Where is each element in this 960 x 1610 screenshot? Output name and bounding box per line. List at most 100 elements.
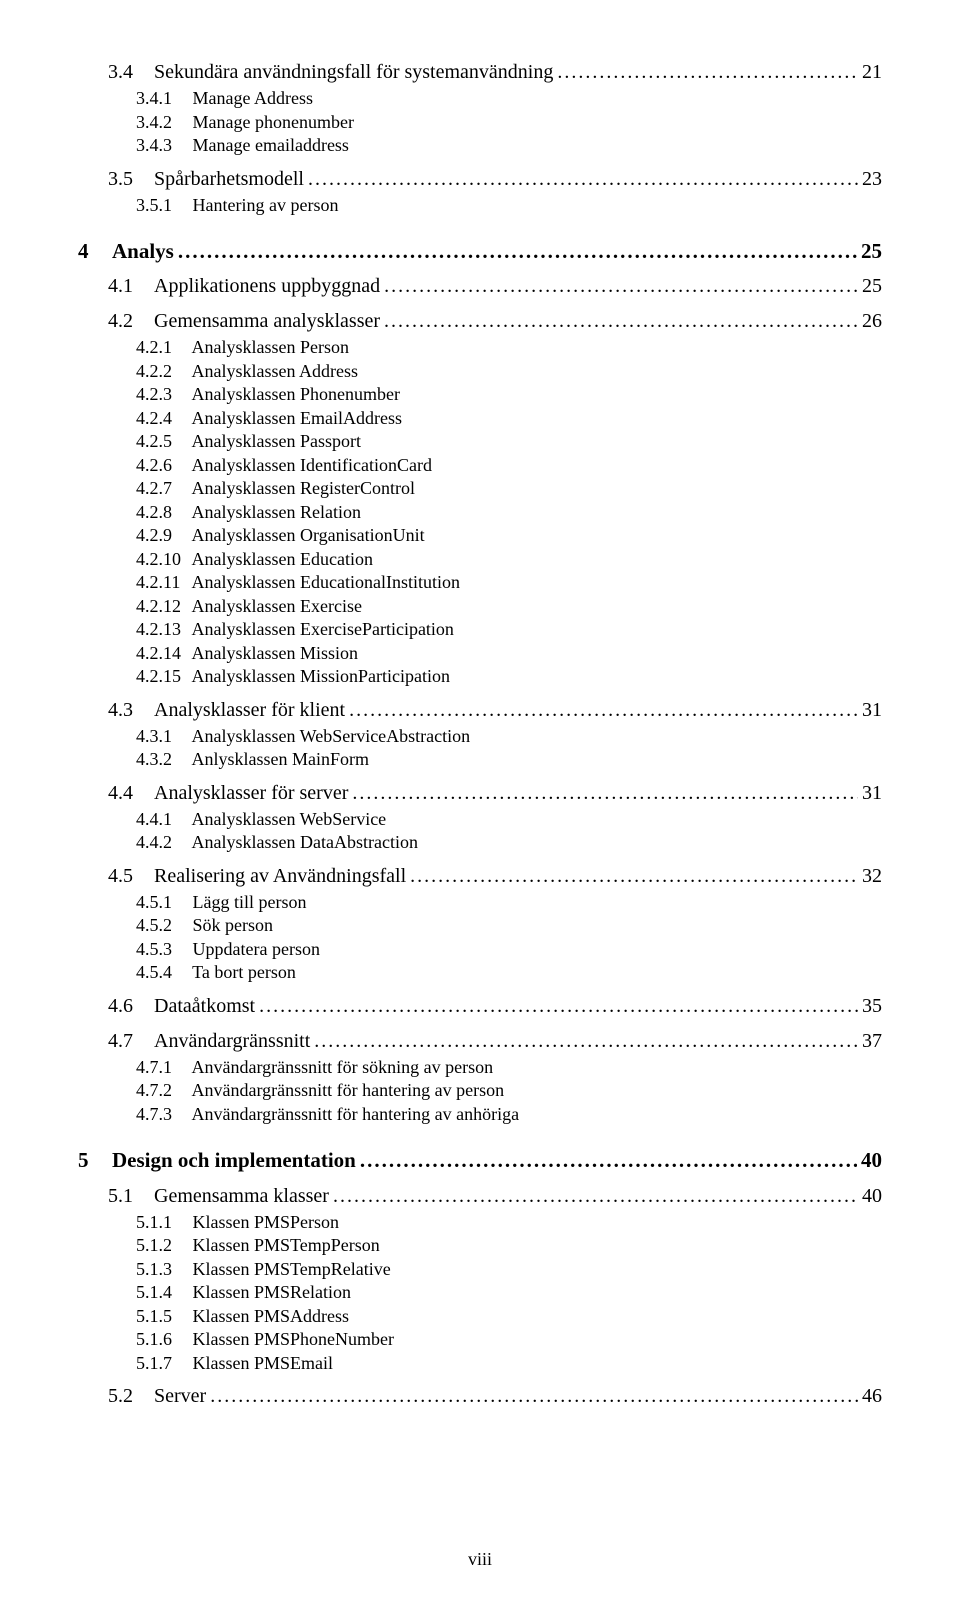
toc-sub-entry-title: Analysklassen Passport [188, 431, 361, 451]
toc-sub-entry-number: 5.1.2 [136, 1234, 188, 1257]
toc-entry-title: Sekundära användningsfall för systemanvä… [154, 60, 553, 85]
toc-leader-dots [174, 238, 857, 264]
toc-entry: 4Analys25 [78, 238, 882, 264]
toc-entry-number: 3.4 [108, 60, 154, 85]
toc-entry: 5.2Server46 [108, 1384, 882, 1409]
toc-sub-entry: 5.1.4 Klassen PMSRelation [136, 1281, 882, 1304]
toc-entry-page: 32 [858, 864, 882, 889]
toc-sub-entry-title: Lägg till person [188, 892, 306, 912]
toc-sub-entry: 4.4.1 Analysklassen WebService [136, 808, 882, 831]
toc-sub-entry-title: Manage phonenumber [188, 112, 354, 132]
toc-sub-entry: 4.7.1 Användargränssnitt för sökning av … [136, 1056, 882, 1079]
toc-sub-entry-number: 4.2.6 [136, 454, 188, 477]
toc-sub-entry-title: Analysklassen ExerciseParticipation [188, 619, 454, 639]
toc-leader-dots [310, 1029, 858, 1054]
toc-sub-entry: 4.2.14 Analysklassen Mission [136, 642, 882, 665]
toc-leader-dots [304, 167, 858, 192]
toc-entry: 5Design och implementation40 [78, 1147, 882, 1173]
toc-sub-entry-title: Användargränssnitt för hantering av pers… [188, 1080, 504, 1100]
toc-entry-number: 4.5 [108, 864, 154, 889]
toc-sub-entry-number: 4.2.4 [136, 407, 188, 430]
toc-sub-entry-number: 4.2.13 [136, 618, 188, 641]
toc-entry-title: Analysklasser för klient [154, 698, 345, 723]
toc-sub-entry: 4.5.4 Ta bort person [136, 961, 882, 984]
toc-sub-entry-number: 3.4.3 [136, 134, 188, 157]
toc-sub-entry-number: 5.1.6 [136, 1328, 188, 1351]
toc-entry-title: Server [154, 1384, 206, 1409]
toc-entry-number: 4.1 [108, 274, 154, 299]
toc-entry-page: 26 [858, 309, 882, 334]
toc-sub-entry: 4.2.13 Analysklassen ExerciseParticipati… [136, 618, 882, 641]
toc-leader-dots [380, 274, 858, 299]
toc-sub-entry-number: 4.2.8 [136, 501, 188, 524]
toc-sub-entry: 4.5.2 Sök person [136, 914, 882, 937]
toc-entry: 4.2Gemensamma analysklasser 26 [108, 309, 882, 334]
toc-sub-entry: 5.1.5 Klassen PMSAddress [136, 1305, 882, 1328]
toc-sub-entry-title: Analysklassen EmailAddress [188, 408, 402, 428]
toc-sub-entry-title: Analysklassen WebService [188, 809, 386, 829]
toc-leader-dots [255, 994, 858, 1019]
toc-entry: 3.5Spårbarhetsmodell23 [108, 167, 882, 192]
toc-sub-entry-number: 3.4.2 [136, 111, 188, 134]
toc-entry: 4.4Analysklasser för server31 [108, 781, 882, 806]
toc-sub-entry-number: 4.3.2 [136, 748, 188, 771]
toc-sub-entry: 4.2.7 Analysklassen RegisterControl [136, 477, 882, 500]
toc-sub-entry: 4.2.1 Analysklassen Person [136, 336, 882, 359]
toc-sub-entry: 4.2.8 Analysklassen Relation [136, 501, 882, 524]
toc-entry-number: 4.7 [108, 1029, 154, 1054]
toc-entry-title: Design och implementation [112, 1147, 356, 1173]
toc-entry-title: Gemensamma analysklasser [154, 309, 380, 334]
toc-entry-page: 31 [858, 698, 882, 723]
toc-entry: 4.6Dataåtkomst35 [108, 994, 882, 1019]
toc-sub-entry-number: 4.2.5 [136, 430, 188, 453]
toc-sub-entry-number: 4.5.2 [136, 914, 188, 937]
toc-sub-entry-number: 4.7.3 [136, 1103, 188, 1126]
toc-sub-entry: 3.4.3 Manage emailaddress [136, 134, 882, 157]
toc-sub-entry: 4.2.3 Analysklassen Phonenumber [136, 383, 882, 406]
toc-entry-number: 4.3 [108, 698, 154, 723]
toc-sub-entry-number: 4.7.1 [136, 1056, 188, 1079]
toc-sub-entry-number: 4.2.12 [136, 595, 188, 618]
toc-sub-entry-title: Klassen PMSTempRelative [188, 1259, 391, 1279]
toc-entry-page: 25 [857, 238, 882, 264]
toc-sub-entry: 4.2.12 Analysklassen Exercise [136, 595, 882, 618]
toc-sub-entry-title: Analysklassen Phonenumber [188, 384, 400, 404]
toc-entry-page: 31 [858, 781, 882, 806]
toc-sub-entry-title: Sök person [188, 915, 273, 935]
toc-entry-title: Applikationens uppbyggnad [154, 274, 380, 299]
toc-sub-entry-title: Analysklassen Person [188, 337, 349, 357]
toc-entry: 5.1Gemensamma klasser40 [108, 1184, 882, 1209]
toc-sub-entry-title: Klassen PMSPhoneNumber [188, 1329, 394, 1349]
toc-sub-entry-number: 4.2.1 [136, 336, 188, 359]
toc-sub-entry-number: 4.4.1 [136, 808, 188, 831]
toc-entry-page: 23 [858, 167, 882, 192]
toc-entry-number: 5.2 [108, 1384, 154, 1409]
toc-sub-entry-number: 4.4.2 [136, 831, 188, 854]
toc-sub-entry-number: 4.5.1 [136, 891, 188, 914]
toc-sub-entry-title: Manage Address [188, 88, 313, 108]
toc-entry: 4.3Analysklasser för klient 31 [108, 698, 882, 723]
toc-entry-number: 4.2 [108, 309, 154, 334]
toc-sub-entry: 4.3.2 Anlysklassen MainForm [136, 748, 882, 771]
toc-leader-dots [553, 60, 858, 85]
toc-sub-entry-title: Klassen PMSTempPerson [188, 1235, 380, 1255]
toc-sub-entry-title: Användargränssnitt för hantering av anhö… [188, 1104, 519, 1124]
toc-sub-entry: 4.2.9 Analysklassen OrganisationUnit [136, 524, 882, 547]
toc-sub-entry: 4.3.1 Analysklassen WebServiceAbstractio… [136, 725, 882, 748]
toc-sub-entry: 5.1.6 Klassen PMSPhoneNumber [136, 1328, 882, 1351]
toc-sub-entry-number: 4.3.1 [136, 725, 188, 748]
toc-sub-entry: 4.2.11 Analysklassen EducationalInstitut… [136, 571, 882, 594]
toc-entry-page: 37 [858, 1029, 882, 1054]
toc-subsection-list: 5.1.1 Klassen PMSPerson5.1.2 Klassen PMS… [136, 1211, 882, 1375]
toc-sub-entry: 5.1.3 Klassen PMSTempRelative [136, 1258, 882, 1281]
toc-subsection-list: 4.5.1 Lägg till person4.5.2 Sök person4.… [136, 891, 882, 984]
toc-sub-entry-number: 4.7.2 [136, 1079, 188, 1102]
toc-leader-dots [329, 1184, 858, 1209]
toc-sub-entry-number: 5.1.1 [136, 1211, 188, 1234]
toc-sub-entry: 4.2.6 Analysklassen IdentificationCard [136, 454, 882, 477]
toc-sub-entry-title: Analysklassen Address [188, 361, 358, 381]
toc-sub-entry: 4.4.2 Analysklassen DataAbstraction [136, 831, 882, 854]
table-of-contents: 3.4Sekundära användningsfall för systema… [78, 60, 882, 1409]
toc-subsection-list: 4.2.1 Analysklassen Person4.2.2 Analyskl… [136, 336, 882, 688]
toc-sub-entry-title: Klassen PMSRelation [188, 1282, 351, 1302]
